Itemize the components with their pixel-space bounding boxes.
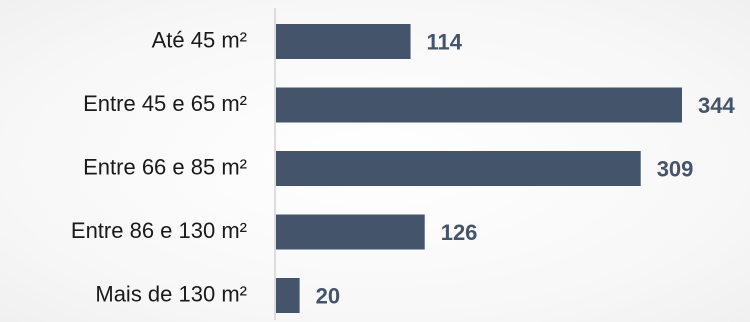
value-label-1: 344 [698, 93, 735, 118]
bar-4 [276, 278, 300, 313]
category-label-2: Entre 66 e 85 m² [83, 154, 247, 179]
value-label-2: 309 [657, 156, 694, 181]
value-label-0: 114 [427, 29, 463, 54]
category-label-4: Mais de 130 m² [95, 281, 247, 306]
bar-2 [276, 151, 641, 186]
bar-1 [276, 87, 682, 123]
value-label-4: 20 [316, 283, 340, 308]
value-label-3: 126 [441, 220, 478, 245]
labels-layer: Até 45 m² 114 Entre 45 e 65 m² 344 Entre 66 … [71, 27, 736, 308]
category-label-0: Até 45 m² [152, 27, 247, 52]
category-label-3: Entre 86 e 130 m² [71, 218, 247, 243]
bars-layer [276, 24, 682, 313]
bar-0 [276, 24, 411, 59]
category-label-1: Entre 45 e 65 m² [83, 91, 247, 116]
bar-3 [276, 214, 425, 250]
